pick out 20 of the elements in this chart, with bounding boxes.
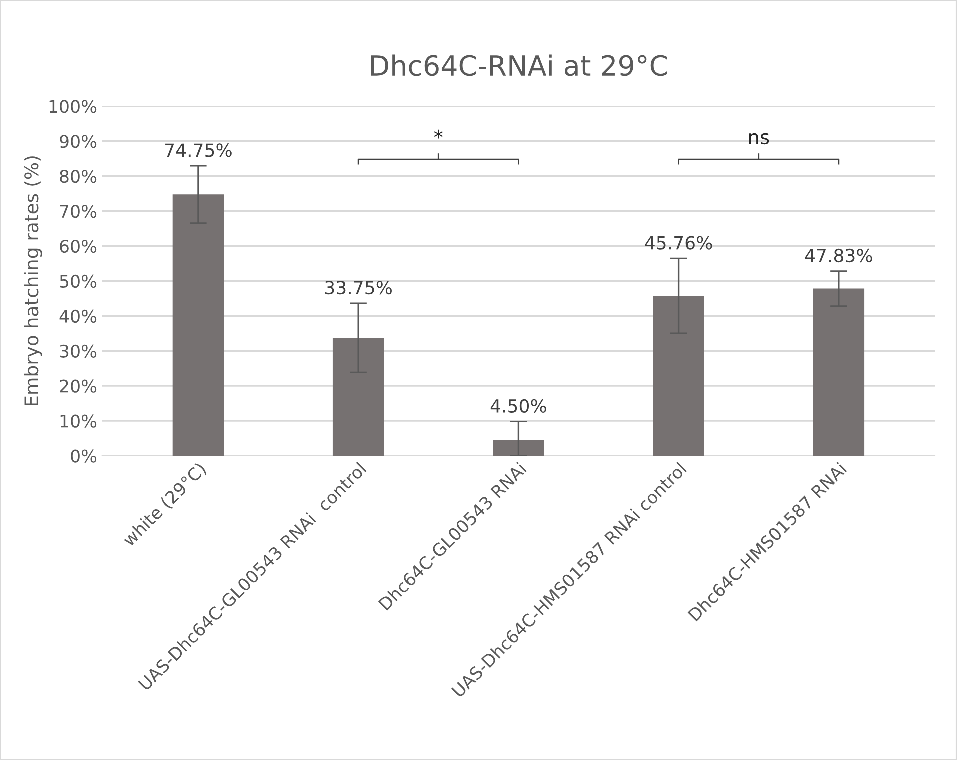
y-axis-title: Embryo hatching rates (%) xyxy=(24,156,42,406)
y-tick-label: 10% xyxy=(60,414,97,428)
data-label: 45.76% xyxy=(645,236,712,250)
y-tick-label: 70% xyxy=(60,204,97,218)
annotation: * xyxy=(434,130,443,139)
annotation: ns xyxy=(749,133,770,145)
y-tick-label: 60% xyxy=(60,240,97,254)
data-label: 47.83% xyxy=(805,248,872,263)
y-tick-label: 20% xyxy=(60,380,97,393)
y-tick-label: 100% xyxy=(50,100,97,114)
y-tick-label: 0% xyxy=(71,450,97,463)
data-label: 33.75% xyxy=(326,281,392,295)
y-tick-label: 40% xyxy=(60,310,97,324)
data-label: 4.50% xyxy=(490,399,546,413)
data-label: 74.75% xyxy=(166,144,232,158)
y-tick-label: 80% xyxy=(60,170,97,184)
y-tick-label: 50% xyxy=(60,274,97,288)
y-tick-label: 90% xyxy=(60,135,97,148)
chart-title: Dhc64C-RNAi at 29°C xyxy=(371,54,668,76)
y-tick-label: 30% xyxy=(60,344,97,358)
